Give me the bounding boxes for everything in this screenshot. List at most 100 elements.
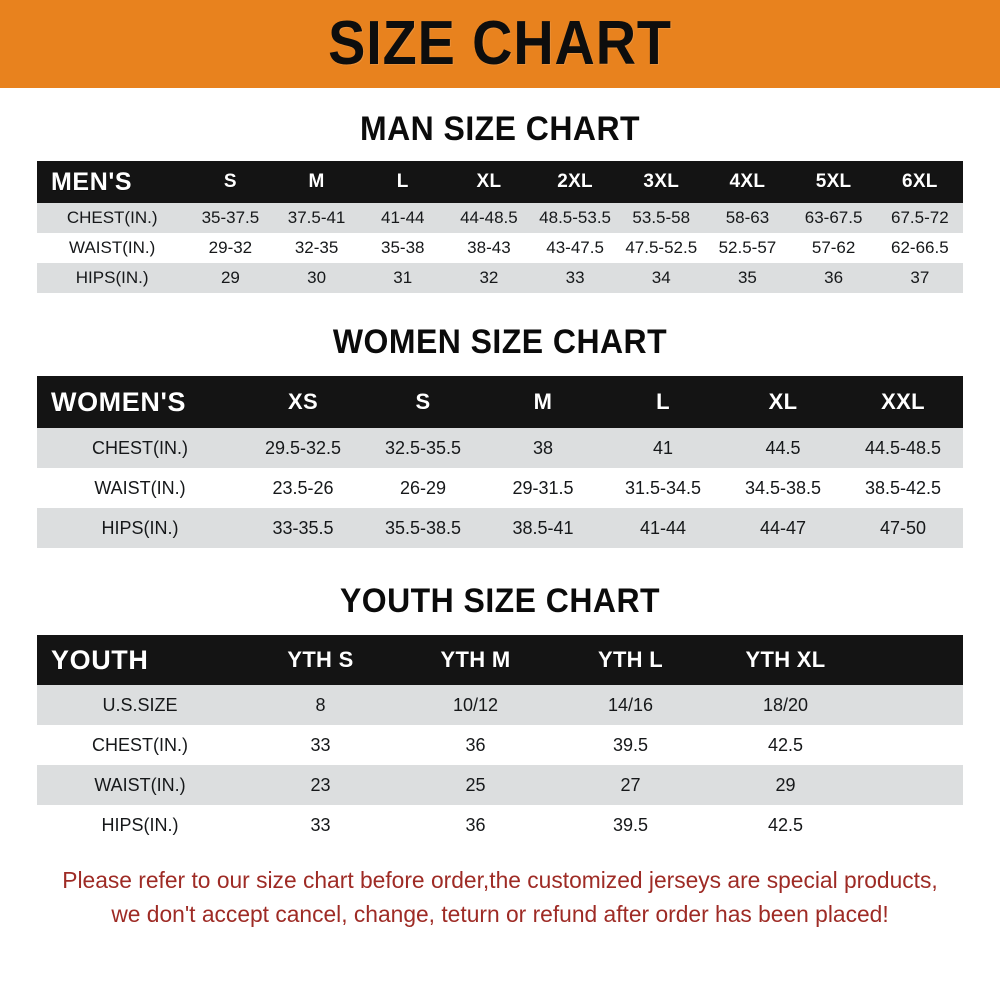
youth-section-title: YOUTH SIZE CHART [339,582,661,620]
women-chest-m: 38 [483,428,603,468]
man-hips-m: 30 [273,263,360,293]
youth-us-size-m: 10/12 [398,685,553,725]
man-size-header-m: M [273,161,360,203]
man-size-header-4xl: 4XL [704,161,791,203]
women-size-header-m: M [483,376,603,428]
youth-us-size-l: 14/16 [553,685,708,725]
table-row: HIPS(IN.) 29 30 31 32 33 34 35 36 37 [37,263,963,293]
page-banner: SIZE CHART [0,0,1000,88]
women-chest-s: 32.5-35.5 [363,428,483,468]
women-hips-m: 38.5-41 [483,508,603,548]
man-row-label-waist: WAIST(IN.) [37,233,188,263]
women-waist-xxl: 38.5-42.5 [843,468,963,508]
women-size-header-xl: XL [723,376,843,428]
man-size-table: MEN'S S M L XL 2XL 3XL 4XL 5XL 6XL CHEST… [37,161,963,293]
youth-hips-s: 33 [243,805,398,845]
man-hips-5xl: 36 [790,263,877,293]
women-waist-xs: 23.5-26 [243,468,363,508]
women-size-table: WOMEN'S XS S M L XL XXL CHEST(IN.) 29.5-… [37,376,963,548]
man-row-label-chest: CHEST(IN.) [37,203,188,233]
women-hips-xs: 33-35.5 [243,508,363,548]
man-waist-l: 35-38 [359,233,446,263]
women-row-label-waist: WAIST(IN.) [37,468,243,508]
women-size-header-xs: XS [243,376,363,428]
page-title: SIZE CHART [328,9,672,78]
women-waist-s: 26-29 [363,468,483,508]
footer-disclaimer: Please refer to our size chart before or… [36,863,963,931]
man-size-header-l: L [359,161,446,203]
youth-corner-label: YOUTH [37,635,243,685]
youth-us-size-xl: 18/20 [708,685,863,725]
man-size-header-2xl: 2XL [532,161,619,203]
man-chest-2xl: 48.5-53.5 [532,203,619,233]
youth-row-filler [863,765,963,805]
youth-row-label-waist: WAIST(IN.) [37,765,243,805]
spacer [0,149,1000,161]
youth-size-chart-block: YOUTH YTH S YTH M YTH L YTH XL U.S.SIZE … [37,635,963,845]
youth-table-header-row: YOUTH YTH S YTH M YTH L YTH XL [37,635,963,685]
man-hips-6xl: 37 [876,263,963,293]
man-row-label-hips: HIPS(IN.) [37,263,188,293]
table-row: HIPS(IN.) 33-35.5 35.5-38.5 38.5-41 41-4… [37,508,963,548]
table-row: HIPS(IN.) 33 36 39.5 42.5 [37,805,963,845]
man-size-header-3xl: 3XL [618,161,705,203]
spacer [0,621,1000,635]
women-row-label-hips: HIPS(IN.) [37,508,243,548]
man-waist-5xl: 57-62 [790,233,877,263]
man-hips-3xl: 34 [618,263,705,293]
youth-row-filler [863,685,963,725]
man-size-header-5xl: 5XL [790,161,877,203]
man-hips-l: 31 [359,263,446,293]
women-hips-xl: 44-47 [723,508,843,548]
youth-size-header-s: YTH S [243,635,398,685]
women-size-header-xxl: XXL [843,376,963,428]
man-chest-6xl: 67.5-72 [876,203,963,233]
man-waist-xl: 38-43 [445,233,532,263]
man-hips-4xl: 35 [704,263,791,293]
table-row: CHEST(IN.) 33 36 39.5 42.5 [37,725,963,765]
youth-hips-xl: 42.5 [708,805,863,845]
youth-size-table: YOUTH YTH S YTH M YTH L YTH XL U.S.SIZE … [37,635,963,845]
man-chest-3xl: 53.5-58 [618,203,705,233]
youth-size-header-xl: YTH XL [708,635,863,685]
man-corner-label: MEN'S [37,161,188,203]
women-size-header-s: S [363,376,483,428]
youth-waist-m: 25 [398,765,553,805]
table-row: U.S.SIZE 8 10/12 14/16 18/20 [37,685,963,725]
youth-waist-l: 27 [553,765,708,805]
youth-size-header-l: YTH L [553,635,708,685]
youth-row-label-us-size: U.S.SIZE [37,685,243,725]
women-chest-xl: 44.5 [723,428,843,468]
man-hips-2xl: 33 [532,263,619,293]
man-size-header-s: S [187,161,274,203]
youth-hips-m: 36 [398,805,553,845]
man-hips-s: 29 [187,263,274,293]
women-row-label-chest: CHEST(IN.) [37,428,243,468]
man-size-header-xl: XL [445,161,532,203]
women-hips-s: 35.5-38.5 [363,508,483,548]
women-section-title: WOMEN SIZE CHART [332,323,668,361]
man-size-header-6xl: 6XL [876,161,963,203]
man-waist-3xl: 47.5-52.5 [618,233,705,263]
table-row: WAIST(IN.) 23.5-26 26-29 29-31.5 31.5-34… [37,468,963,508]
spacer [0,548,1000,582]
women-table-header-row: WOMEN'S XS S M L XL XXL [37,376,963,428]
youth-row-filler [863,805,963,845]
table-row: WAIST(IN.) 23 25 27 29 [37,765,963,805]
table-row: WAIST(IN.) 29-32 32-35 35-38 38-43 43-47… [37,233,963,263]
footer-line-1: Please refer to our size chart before or… [62,867,938,893]
spacer [0,293,1000,323]
women-hips-l: 41-44 [603,508,723,548]
spacer [0,88,1000,110]
youth-waist-xl: 29 [708,765,863,805]
man-section-title: MAN SIZE CHART [359,110,641,148]
women-waist-l: 31.5-34.5 [603,468,723,508]
youth-row-filler [863,725,963,765]
man-size-chart-block: MEN'S S M L XL 2XL 3XL 4XL 5XL 6XL CHEST… [37,161,963,293]
youth-chest-m: 36 [398,725,553,765]
women-size-header-l: L [603,376,723,428]
man-table-header-row: MEN'S S M L XL 2XL 3XL 4XL 5XL 6XL [37,161,963,203]
man-chest-l: 41-44 [359,203,446,233]
man-chest-m: 37.5-41 [273,203,360,233]
